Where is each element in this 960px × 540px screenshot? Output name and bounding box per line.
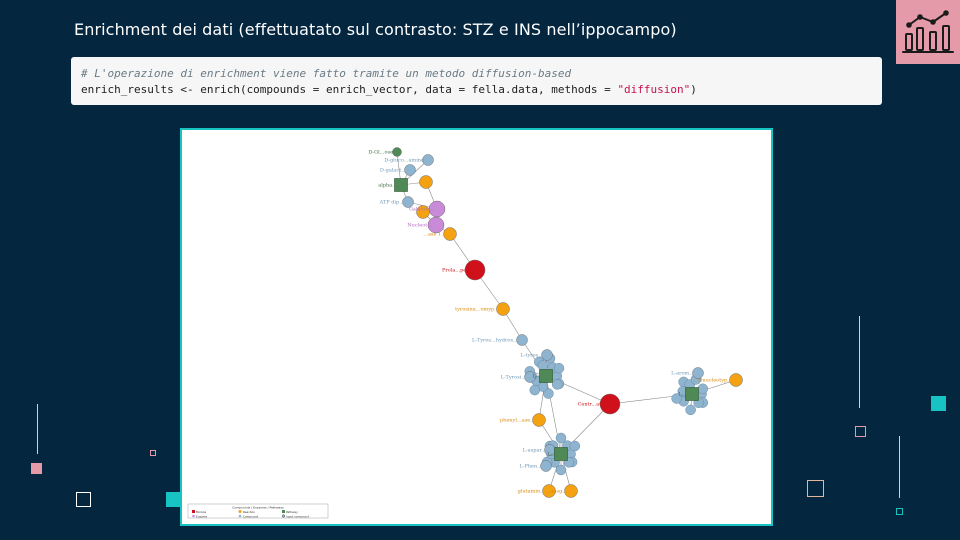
cluster-compound-node	[551, 379, 563, 390]
network-node-pathway	[554, 447, 568, 461]
network-edges	[396, 151, 737, 492]
network-node-label: ...	[414, 210, 419, 216]
network-node-compound	[540, 460, 552, 472]
decor-square-outline-left	[76, 492, 91, 507]
network-node-compound	[422, 154, 434, 166]
network-node-label: tyrosine...omyp...	[455, 307, 499, 313]
code-line: enrich_results <- enrich(compounds = enr…	[81, 83, 697, 96]
network-node-label: phenyl...ase...	[500, 418, 535, 424]
network-node-label: Galacto...	[409, 207, 433, 213]
network-node-label: L-...	[678, 392, 688, 398]
legend-item-input-compound: Input compound	[286, 515, 309, 519]
network-node-label: L-Tyrosi...	[501, 375, 527, 381]
decor-square-small-pink	[150, 450, 156, 456]
network-node-label: Nucleot...	[407, 223, 432, 229]
network-node-reaction	[496, 302, 510, 316]
decor-line-right-2	[899, 436, 900, 498]
network-legend: Compounds / Enzymes / Pathways Module Re…	[187, 503, 329, 519]
code-line-string: "diffusion"	[617, 83, 691, 96]
cluster-compound-node	[555, 432, 567, 444]
network-node-module	[599, 393, 621, 415]
network-node-label: glutamin...	[518, 489, 546, 495]
network-node-compound	[402, 196, 414, 208]
network-figure: D-Gl...ose D-gluco...amine D-galact... alph…	[180, 128, 773, 526]
network-node-label: L-Phen...	[519, 464, 542, 470]
network-node-compound	[516, 334, 528, 346]
network-node-module	[464, 259, 486, 281]
decor-square-teal-left	[166, 492, 181, 507]
network-node-reaction	[419, 175, 433, 189]
cluster-compound-node	[529, 384, 541, 396]
network-node-label: ...ansg...	[545, 489, 567, 495]
code-comment: # L'operazione di enrichment viene fatto…	[81, 67, 572, 80]
decor-square-pink-left	[31, 463, 42, 474]
slide-title: Enrichment dei dati (effettuatato sul co…	[74, 20, 677, 39]
cluster-compound-node	[553, 362, 565, 374]
legend-item-reaction: Reaction	[243, 510, 255, 514]
network-node-compound-green	[392, 147, 402, 157]
network-node-label: Prola...pe...	[442, 268, 471, 274]
network-node-compound	[692, 367, 704, 379]
network-node-enzyme	[427, 216, 445, 234]
network-labels: D-Gl...ose D-gluco...amine D-galact... alph…	[368, 150, 732, 495]
code-line-suffix: )	[690, 83, 697, 96]
decor-square-outline-tan-right	[807, 480, 824, 497]
network-node-reaction	[443, 227, 457, 241]
legend-title: Compounds / Enzymes / Pathways	[232, 506, 284, 510]
network-node-pathway	[685, 387, 699, 401]
network-node-label: ...	[417, 180, 422, 186]
network-nodes	[392, 147, 743, 498]
legend-item-pathway: Pathway	[286, 510, 298, 514]
network-node-label: D-galact...	[380, 168, 407, 174]
logo-badge	[896, 0, 960, 64]
network-node-label: ...ylnucleotyp...	[693, 378, 732, 384]
cluster-compound-node	[543, 388, 554, 399]
network-node-label: ...ase 1...	[423, 232, 446, 238]
network-node-reaction	[542, 484, 556, 498]
network-node-label: L-aspar...	[523, 448, 547, 454]
cluster-compound-node	[555, 464, 567, 476]
cluster-compound-node	[685, 404, 696, 416]
network-node-label: ATP dip...	[379, 200, 405, 206]
code-line-prefix: enrich_results <- enrich(compounds = enr…	[81, 83, 618, 96]
network-node-reaction	[416, 205, 430, 219]
network-node-reaction	[564, 484, 578, 498]
code-block: # L'operazione di enrichment viene fatto…	[71, 57, 882, 105]
network-node-label: L-arom...	[671, 371, 694, 377]
network-node-label: L-...	[547, 452, 557, 458]
cluster-compound-node	[697, 383, 709, 395]
legend-item-module: Module	[196, 510, 206, 514]
network-node-label: D-Gl...ose	[368, 150, 393, 156]
legend-item-enzyme: Enzyme	[196, 515, 207, 519]
decor-square-teal-right	[931, 396, 946, 411]
network-node-label: D-gluco...amine	[384, 158, 424, 164]
network-node-compound	[541, 349, 553, 361]
network-node-label: Centr...at...	[578, 402, 607, 408]
decor-square-outline-pink-right	[855, 426, 866, 437]
network-node-pathway	[394, 178, 408, 192]
legend-item-compound: Compound	[243, 515, 258, 519]
cluster-compound-node	[569, 440, 581, 452]
decor-line-right-1	[859, 316, 860, 408]
decor-square-outline-teal-small	[896, 508, 903, 515]
cluster-compound-node	[671, 393, 682, 404]
network-node-reaction	[729, 373, 743, 387]
network-node-label: alpha...	[378, 183, 397, 189]
bar-chart-trend-icon	[902, 10, 954, 53]
network-node-label: L-...	[532, 374, 542, 380]
enrichment-network-graph: D-Gl...ose D-gluco...amine D-galact... alph…	[187, 147, 743, 519]
network-node-label: L-Tyros...hydrox...	[472, 338, 518, 344]
network-node-compound	[524, 371, 536, 383]
network-node-compound	[404, 164, 416, 176]
network-node-reaction	[532, 413, 546, 427]
network-node-pathway	[539, 369, 553, 383]
network-node-label: L-tyros...	[520, 353, 543, 359]
decor-line-left	[37, 404, 38, 454]
